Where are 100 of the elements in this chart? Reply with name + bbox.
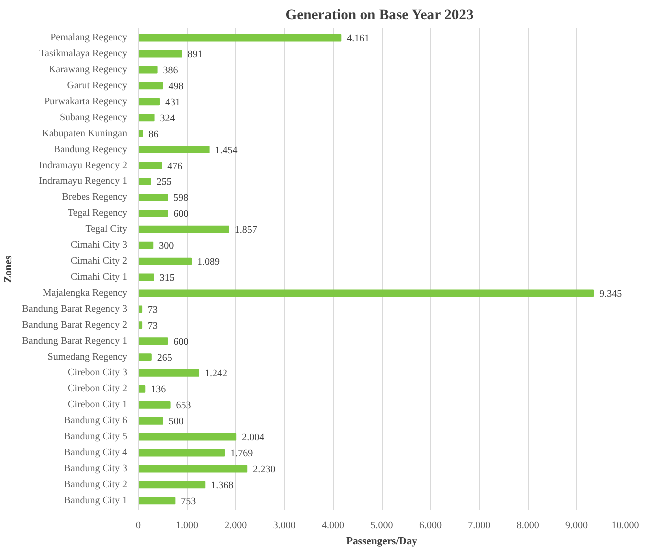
data-label: 265: [157, 352, 172, 364]
y-tick-label: Cimahi City 2: [70, 256, 128, 268]
y-tick-label: Cirebon City 2: [68, 384, 128, 395]
bar: [138, 258, 192, 266]
data-label: 4.161: [347, 34, 370, 45]
bar: [138, 194, 168, 202]
bar: [138, 497, 176, 505]
data-label: 1.368: [211, 480, 234, 492]
y-tick-label: Bandung City 6: [64, 416, 128, 427]
data-label: 73: [148, 304, 158, 316]
bar: [138, 322, 143, 330]
data-label: 431: [165, 97, 180, 108]
y-tick-label: Cirebon City 1: [68, 400, 128, 411]
y-tick-label: Tasikmalaya Regency: [40, 48, 128, 60]
y-tick-label: Tegal City: [86, 224, 128, 236]
y-tick-label: Cimahi City 1: [70, 272, 128, 283]
y-tick-label: Tegal Regency: [68, 208, 128, 220]
chart-title: Generation on Base Year 2023: [286, 8, 474, 24]
data-label: 315: [160, 272, 175, 284]
x-tick-label: 0: [136, 520, 141, 532]
x-axis-title: Passengers/Day: [346, 536, 418, 548]
data-label: 1.857: [234, 225, 258, 236]
bar: [138, 417, 164, 425]
data-label: 136: [151, 384, 166, 396]
bar: [138, 290, 594, 298]
bar: [138, 114, 155, 122]
data-label: 1.769: [230, 448, 254, 460]
data-label: 324: [160, 113, 176, 124]
y-tick-label: Bandung City 2: [64, 479, 128, 490]
bar: [138, 354, 152, 361]
y-tick-label: Bandung Barat Regency 3: [22, 304, 128, 315]
data-label: 753: [181, 496, 196, 508]
y-tick-label: Brebes Regency: [62, 192, 128, 204]
bar: [138, 226, 230, 234]
bar: [138, 146, 210, 154]
y-tick-label: Purwakarta Regency: [44, 96, 128, 108]
data-label: 1.454: [215, 145, 238, 156]
y-tick-label: Cirebon City 3: [68, 368, 128, 379]
bar: [138, 274, 154, 282]
x-tick-label: 7.000: [468, 520, 491, 532]
y-tick-label: Majalengka Regency: [42, 288, 128, 299]
data-label: 891: [188, 50, 203, 61]
data-label: 2.004: [242, 432, 265, 444]
data-label: 498: [168, 81, 184, 92]
bar: [138, 370, 200, 377]
bar: [138, 162, 162, 170]
y-tick-label: Bandung Barat Regency 1: [22, 336, 128, 347]
y-tick-label: Bandung City 3: [64, 464, 128, 475]
data-label: 300: [159, 241, 174, 252]
y-tick-label: Kabupaten Kuningan: [42, 128, 128, 140]
bar: [138, 242, 154, 250]
x-tick-label: 4.000: [322, 520, 345, 532]
bar: [138, 50, 182, 58]
data-label: 653: [176, 400, 192, 412]
bar: [138, 66, 158, 74]
data-label: 600: [174, 209, 189, 220]
y-tick-label: Indramayu Regency 1: [39, 176, 128, 188]
y-axis-title: Zones: [3, 256, 14, 284]
y-tick-label: Bandung Barat Regency 2: [22, 320, 128, 331]
bar: [138, 449, 226, 457]
bar: [138, 98, 160, 106]
data-label: 1.089: [198, 257, 220, 268]
y-tick-label: Bandung City 1: [64, 495, 128, 506]
data-label: 476: [168, 161, 183, 172]
x-tick-label: 3.000: [273, 520, 296, 532]
data-label: 9.345: [600, 288, 622, 300]
data-label: 600: [174, 336, 189, 348]
bar: [138, 481, 206, 489]
y-tick-label: Bandung City 5: [64, 432, 128, 443]
bar: [138, 82, 164, 90]
y-tick-label: Bandung City 4: [64, 448, 128, 459]
bar: [138, 34, 342, 42]
y-tick-label: Pemalang Regency: [50, 32, 128, 44]
x-tick-label: 1.000: [176, 520, 198, 532]
x-tick-label: 2.000: [224, 520, 248, 532]
bar: [138, 433, 237, 441]
y-tick-label: Cimahi City 3: [70, 240, 128, 252]
x-tick-label: 5.000: [370, 520, 394, 532]
y-tick-label: Garut Regency: [67, 80, 128, 92]
data-label: 2.230: [253, 464, 276, 476]
bar: [138, 306, 143, 314]
data-label: 86: [148, 129, 159, 140]
bar: [138, 386, 146, 393]
x-tick-label: 6.000: [419, 520, 442, 532]
y-tick-label: Bandung Regency: [54, 144, 128, 156]
x-tick-label: 9.000: [566, 520, 588, 532]
bar: [138, 401, 171, 409]
y-tick-label: Sumedang Regency: [48, 352, 128, 363]
data-label: 73: [148, 320, 158, 332]
bar: [138, 210, 168, 218]
data-label: 598: [174, 193, 189, 204]
x-tick-label: 10.000: [612, 520, 640, 532]
data-label: 255: [156, 177, 172, 188]
bar: [138, 178, 152, 186]
data-label: 386: [163, 65, 178, 76]
y-tick-label: Subang Regency: [60, 112, 128, 124]
bar: [138, 338, 168, 346]
y-tick-label: Indramayu Regency 2: [39, 160, 128, 172]
x-tick-label: 8.000: [516, 520, 540, 532]
y-tick-label: Karawang Regency: [48, 64, 128, 76]
